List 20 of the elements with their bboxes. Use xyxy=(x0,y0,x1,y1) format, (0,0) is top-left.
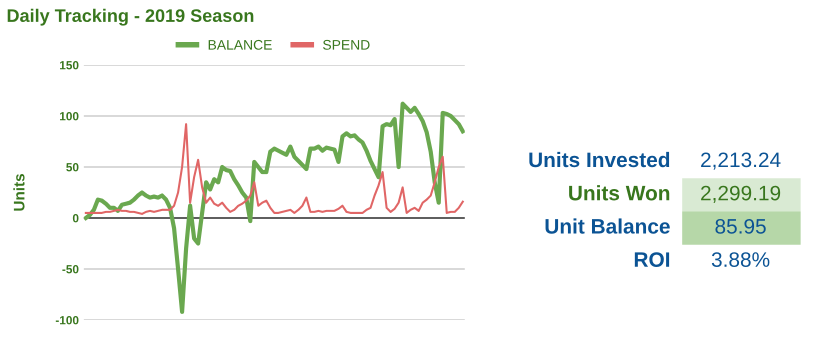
chart-title: Daily Tracking - 2019 Season xyxy=(8,8,254,26)
y-tick-label: 50 xyxy=(66,163,78,172)
category-label: ROI xyxy=(634,252,670,267)
category-label: Unit Balance xyxy=(546,218,670,234)
y-tick-label: 0 xyxy=(72,214,78,222)
y-tick-label: -50 xyxy=(62,265,78,274)
y-tick-label: 150 xyxy=(60,61,78,70)
y-tick-label: 100 xyxy=(60,112,78,120)
text: 2,213.24 xyxy=(701,152,781,170)
y-tick-label: -100 xyxy=(56,316,78,324)
line-series xyxy=(84,123,464,215)
category-label: Units Won xyxy=(569,185,670,200)
legend-label: BALANCE xyxy=(208,40,272,50)
category-label: Units Invested xyxy=(529,152,670,168)
text: 2,299.19 xyxy=(701,186,780,203)
line-series xyxy=(84,102,465,314)
text: 3.88% xyxy=(712,252,770,267)
legend-label: SPEND xyxy=(323,40,370,50)
y-axis-title: Units xyxy=(13,174,25,211)
text: 85.95 xyxy=(715,218,766,234)
